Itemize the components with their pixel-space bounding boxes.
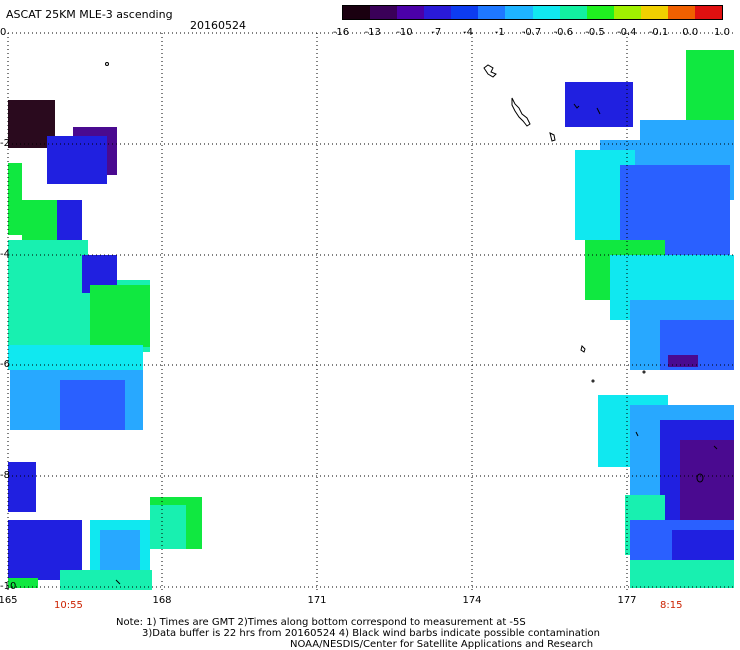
data-swath-block [672,530,734,560]
color-scale-swatch [343,6,371,19]
island-outline [549,132,556,142]
color-scale-swatch [451,6,479,19]
color-scale-label: -0.7 [521,27,542,38]
color-scale-label: -0.5 [585,27,605,38]
lat-label: -8 [0,470,10,481]
color-scale-label: -0.6 [553,27,574,38]
island-outlines [105,62,718,585]
pass-time-label: 10:55 [54,600,83,611]
lat-label: -6 [0,359,10,370]
map-title: ASCAT 25KM MLE-3 ascending [6,8,173,21]
data-swath-block [8,345,143,370]
data-swath-block [60,570,152,590]
color-scale-label: -0.4 [616,27,637,38]
data-swath-block [8,163,22,235]
data-swath-block [8,462,36,512]
color-scale-swatch [667,6,696,19]
data-swath-block [630,560,734,588]
island-outline [580,345,586,353]
lat-label: -4 [0,249,10,260]
color-scale-swatch [370,6,398,19]
color-scale-label: 0.0 [682,27,699,38]
island-outline [713,445,718,450]
color-scale-swatch [559,6,587,19]
data-swaths [8,50,734,590]
island-outline [591,379,595,383]
color-scale-label: -0.1 [648,27,669,38]
data-swath-block [668,355,698,367]
island-outline [696,473,704,483]
data-swath-block [90,285,150,347]
color-scale-swatch [640,6,668,19]
color-scale-swatch [613,6,641,19]
lon-label: 165 [0,595,18,606]
data-swath-block [686,50,734,120]
color-scale-label: -1 [494,27,505,38]
data-swath-block [100,530,140,570]
lon-label: 168 [152,595,172,606]
color-scale-swatch [505,6,533,19]
footnote-line: Note: 1) Times are GMT 2)Times along bot… [116,617,526,628]
lat-label: -2 [0,138,10,149]
lat-label: 0 [0,27,7,38]
lon-label: 171 [307,595,327,606]
data-swath-block [60,380,125,430]
color-scale-swatch [397,6,425,19]
color-scale-swatch [532,6,560,19]
grid-lines [7,32,734,590]
island-outline [635,431,639,437]
pass-time-label: 8:15 [660,600,683,611]
island-outline [511,97,531,127]
data-swath-block [47,136,107,184]
data-swath-block [8,240,88,280]
data-swath-block [8,578,38,588]
island-outline [115,579,121,585]
lon-label: 174 [462,595,482,606]
footnote-line: NOAA/NESDIS/Center for Satellite Applica… [290,639,594,650]
lon-label: 177 [617,595,637,606]
island-outline [596,107,601,115]
island-outline [573,103,580,109]
map-date: 20160524 [190,19,246,32]
data-swath-block [150,505,186,549]
island-outline [642,370,646,374]
lat-label: -10 [0,581,17,592]
color-scale-bar [342,5,723,20]
color-scale-label: 1.0 [714,27,730,38]
island-outline [105,62,109,66]
color-scale-swatch [586,6,614,19]
island-outline [483,64,497,78]
footnote-line: 3)Data buffer is 22 hrs from 20160524 4)… [142,628,600,639]
data-swath-block [565,82,633,127]
color-scale-swatch [478,6,506,19]
color-scale-swatch [424,6,452,19]
color-scale-swatch [695,6,723,19]
